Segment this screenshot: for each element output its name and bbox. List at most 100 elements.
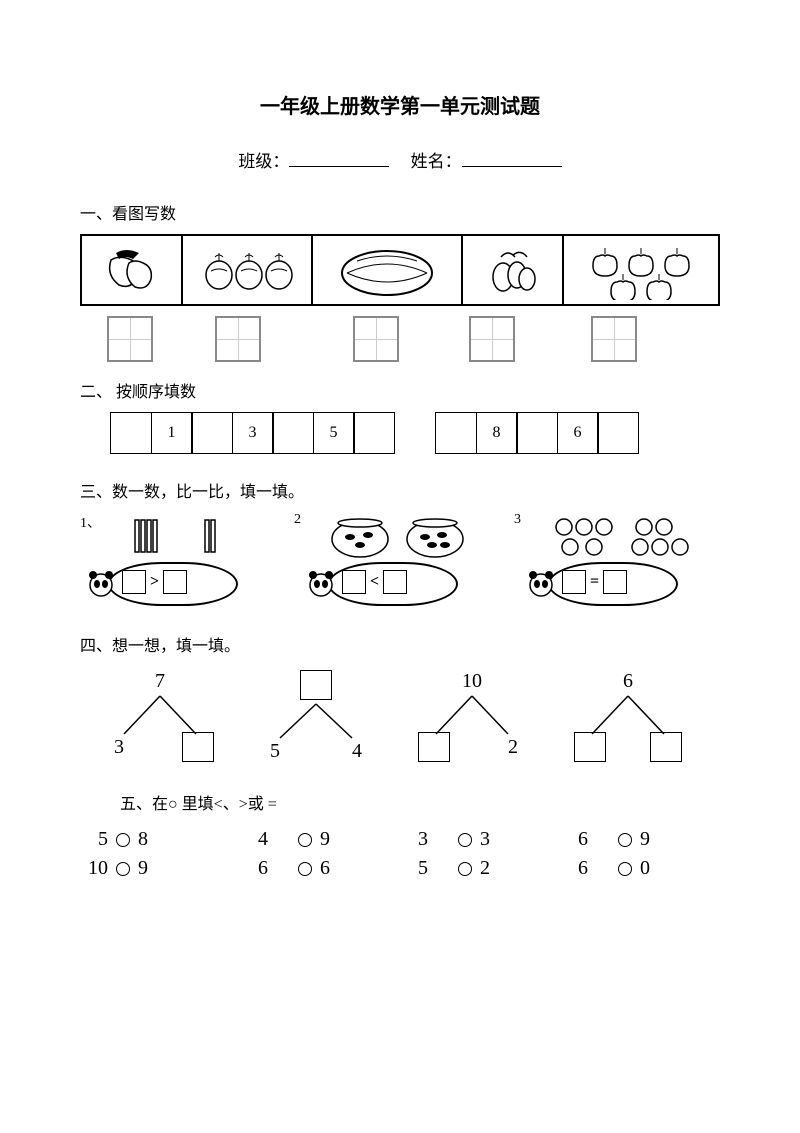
answer-box[interactable] xyxy=(163,570,187,594)
q1-answer-boxes xyxy=(80,316,720,362)
number-bond: 5 4 xyxy=(256,670,376,770)
class-label: 班级： xyxy=(238,152,289,171)
q5-n2: 8 xyxy=(138,828,162,851)
circle-blank[interactable] xyxy=(298,862,312,876)
q1-cell-veg xyxy=(463,236,564,304)
q5-n1: 10 xyxy=(80,857,108,880)
q3-row: 1、 > 2 xyxy=(80,512,720,612)
answer-box[interactable] xyxy=(353,316,399,362)
circle-blank[interactable] xyxy=(116,833,130,847)
answer-box[interactable] xyxy=(122,570,146,594)
q5-n1: 6 xyxy=(240,857,268,880)
q5-n1: 3 xyxy=(400,828,428,851)
q3-num: 2 xyxy=(294,512,301,528)
seq-cell[interactable] xyxy=(353,412,395,454)
circle-blank[interactable] xyxy=(298,833,312,847)
q4-heading: 四、想一想，填一填。 xyxy=(80,632,720,656)
seq-cell: 5 xyxy=(313,412,355,454)
compare-group: > xyxy=(122,570,187,594)
op-lt: < xyxy=(370,573,379,591)
seq-cell[interactable] xyxy=(272,412,314,454)
answer-box[interactable] xyxy=(469,316,515,362)
peach-icon xyxy=(197,245,297,295)
q5-n2: 9 xyxy=(320,828,344,851)
class-blank[interactable] xyxy=(289,153,389,167)
q5-pair: 58 xyxy=(80,828,230,851)
compare-group: = xyxy=(562,570,627,594)
q5-n2: 9 xyxy=(138,857,162,880)
q5-pair: 33 xyxy=(400,828,550,851)
answer-box[interactable] xyxy=(383,570,407,594)
answer-box[interactable] xyxy=(650,732,682,762)
seq-cell: 8 xyxy=(476,412,518,454)
answer-box[interactable] xyxy=(107,316,153,362)
q3-heading: 三、数一数，比一比，填一填。 xyxy=(80,478,720,502)
answer-box[interactable] xyxy=(300,670,332,700)
bond-top: 6 xyxy=(623,670,633,693)
q5-pair: 52 xyxy=(400,857,550,880)
veg-icon xyxy=(483,245,543,295)
info-line: 班级： 姓名： xyxy=(80,147,720,172)
panda-icon xyxy=(526,568,556,598)
q2-row: 1 3 5 8 6 xyxy=(110,412,720,454)
answer-box[interactable] xyxy=(562,570,586,594)
answer-box[interactable] xyxy=(591,316,637,362)
name-label: 姓名： xyxy=(411,152,462,171)
answer-box[interactable] xyxy=(215,316,261,362)
q5-pair: 10 9 xyxy=(80,857,230,880)
number-bond: 6 xyxy=(568,670,688,770)
compare-group: < xyxy=(342,570,407,594)
seq-cell: 1 xyxy=(151,412,193,454)
seq-group-b: 8 6 xyxy=(435,412,639,454)
q5-pair: 49 xyxy=(240,828,390,851)
bond-top: 7 xyxy=(155,670,165,693)
q5-n2: 2 xyxy=(480,857,504,880)
seq-cell[interactable] xyxy=(435,412,477,454)
q3-num: 1、 xyxy=(80,512,101,532)
bond-right: 4 xyxy=(352,740,362,763)
fishbowls-icon xyxy=(300,512,500,562)
page-title: 一年级上册数学第一单元测试题 xyxy=(80,90,720,119)
number-bond: 10 2 xyxy=(412,670,532,770)
oranges-icon xyxy=(520,512,720,562)
q1-heading: 一、看图写数 xyxy=(80,200,720,224)
answer-box[interactable] xyxy=(574,732,606,762)
q5-n1: 4 xyxy=(240,828,268,851)
seq-cell[interactable] xyxy=(191,412,233,454)
q2-heading: 二、 按顺序填数 xyxy=(80,378,720,402)
answer-box[interactable] xyxy=(182,732,214,762)
bond-lines-icon xyxy=(256,702,376,744)
circle-blank[interactable] xyxy=(116,862,130,876)
q5-row: 10 9 66 52 6 0 xyxy=(80,857,720,880)
answer-box[interactable] xyxy=(418,732,450,762)
seq-cell[interactable] xyxy=(516,412,558,454)
bond-lines-icon xyxy=(412,694,532,736)
bond-lines-icon xyxy=(100,694,220,736)
bond-right: 2 xyxy=(508,736,518,759)
q5-pair: 66 xyxy=(240,857,390,880)
q3-item: 2 < xyxy=(300,512,500,612)
circle-blank[interactable] xyxy=(458,833,472,847)
q3-item: 3 = xyxy=(520,512,720,612)
circle-blank[interactable] xyxy=(458,862,472,876)
q1-cell-mango xyxy=(82,236,183,304)
bond-top: 10 xyxy=(462,670,482,693)
q1-image-row xyxy=(80,234,720,306)
circle-blank[interactable] xyxy=(618,862,632,876)
name-blank[interactable] xyxy=(462,153,562,167)
q5-n2: 0 xyxy=(640,857,664,880)
q3-num: 3 xyxy=(514,512,521,528)
q5-n2: 3 xyxy=(480,828,504,851)
seq-cell[interactable] xyxy=(110,412,152,454)
seq-cell[interactable] xyxy=(597,412,639,454)
seq-cell: 6 xyxy=(557,412,599,454)
q5-row: 58 49 33 69 xyxy=(80,828,720,851)
op-gt: > xyxy=(150,573,159,591)
pencils-icon xyxy=(80,512,280,562)
q3-item: 1、 > xyxy=(80,512,280,612)
answer-box[interactable] xyxy=(603,570,627,594)
circle-blank[interactable] xyxy=(618,833,632,847)
mango-icon xyxy=(101,245,161,295)
answer-box[interactable] xyxy=(342,570,366,594)
apple-icon xyxy=(581,240,701,300)
